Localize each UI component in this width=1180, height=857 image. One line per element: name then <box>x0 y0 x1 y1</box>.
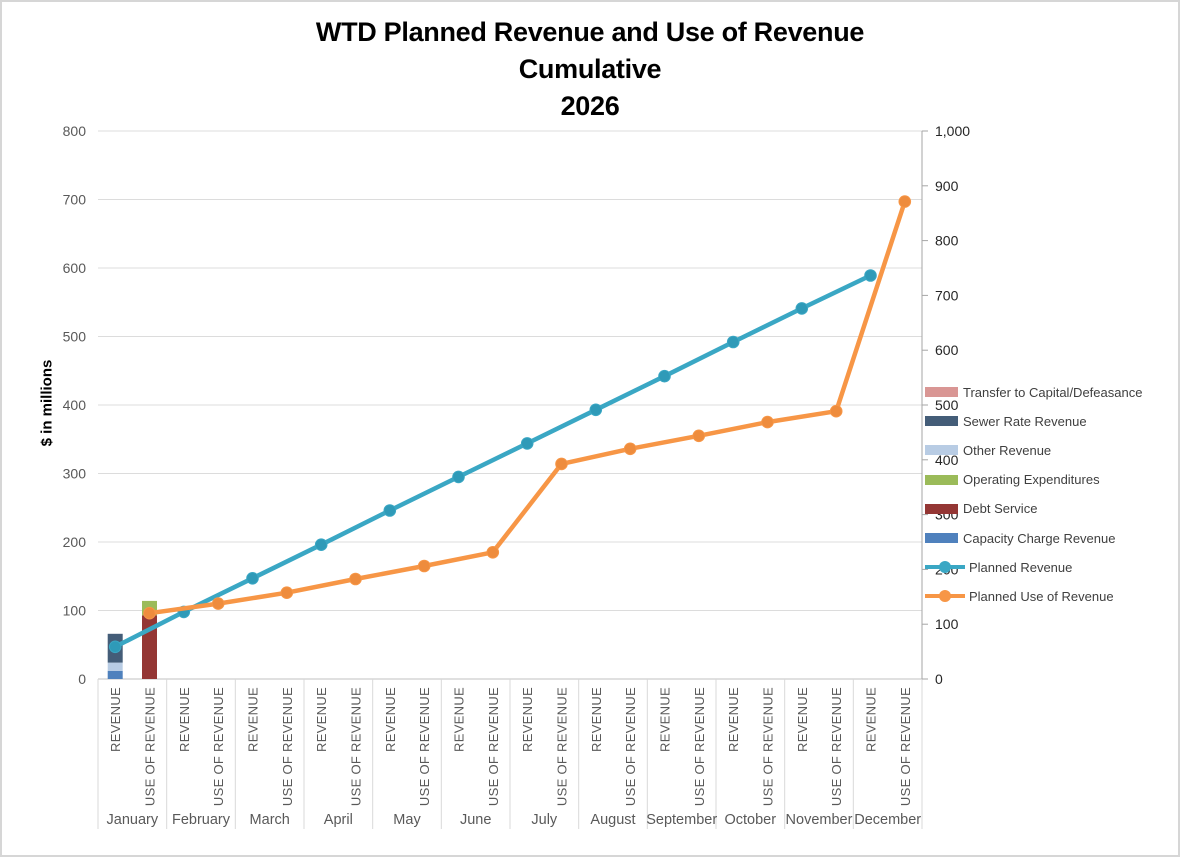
planned-use-of-revenue-marker <box>692 429 706 443</box>
right-axis-label: 700 <box>935 287 959 303</box>
planned-use-of-revenue-marker <box>280 586 294 600</box>
bar-segment-capacity-charge-revenue <box>107 670 123 679</box>
category-label: USE OF REVENUE <box>280 687 295 806</box>
category-label: REVENUE <box>246 687 261 752</box>
planned-revenue-marker <box>589 403 603 417</box>
category-label: USE OF REVENUE <box>898 687 913 806</box>
chart-subtitle: Cumulative <box>518 54 662 84</box>
category-label: REVENUE <box>314 687 329 752</box>
right-axis-label: 0 <box>935 671 943 687</box>
planned-use-of-revenue-marker <box>211 597 225 610</box>
month-label: September <box>646 812 717 828</box>
category-label: REVENUE <box>589 687 604 752</box>
planned-use-of-revenue-marker <box>143 606 156 620</box>
category-label: REVENUE <box>452 687 467 752</box>
month-label: November <box>786 812 853 828</box>
planned-revenue-line <box>112 273 873 650</box>
chart-title: WTD Planned Revenue and Use of Revenue <box>315 17 865 47</box>
month-label: April <box>324 812 353 828</box>
month-label: October <box>725 812 777 828</box>
planned-revenue-marker <box>452 470 465 484</box>
planned-use-of-revenue-marker <box>349 572 362 586</box>
planned-revenue-marker <box>314 538 328 552</box>
category-label: USE OF REVENUE <box>829 687 844 806</box>
category-label: USE OF REVENUE <box>623 687 638 806</box>
category-label: USE OF REVENUE <box>349 687 364 806</box>
planned-revenue-marker <box>383 504 397 517</box>
month-label: June <box>460 812 491 828</box>
left-axis-label: 700 <box>63 192 87 208</box>
planned-revenue-marker <box>864 269 877 282</box>
planned-revenue-marker <box>726 335 740 349</box>
month-label: December <box>854 812 921 828</box>
category-label: REVENUE <box>658 687 673 752</box>
category-label: USE OF REVENUE <box>417 687 432 806</box>
left-axis-label: 400 <box>63 397 87 413</box>
month-label: March <box>250 812 290 828</box>
right-axis-label: 500 <box>935 397 959 413</box>
chart-year: 2026 <box>560 91 620 121</box>
right-axis-label: 1,000 <box>935 123 970 139</box>
category-label: REVENUE <box>726 687 741 752</box>
right-axis-label: 600 <box>935 342 959 358</box>
right-axis-label: 800 <box>935 233 959 249</box>
right-axis-label: 300 <box>935 507 959 523</box>
left-axis-label: 0 <box>78 671 86 687</box>
right-axis-label: 900 <box>935 178 959 194</box>
category-label: USE OF REVENUE <box>761 687 776 806</box>
left-axis-label: 600 <box>63 260 87 276</box>
month-label: February <box>172 812 231 828</box>
right-axis-label: 100 <box>935 616 959 632</box>
category-label: USE OF REVENUE <box>143 687 158 806</box>
planned-revenue-marker <box>658 369 671 383</box>
category-label: REVENUE <box>520 687 535 752</box>
planned-use-of-revenue-marker <box>486 546 500 559</box>
planned-use-of-revenue-marker <box>555 457 568 471</box>
planned-revenue-marker <box>108 640 122 654</box>
month-label: May <box>393 812 421 828</box>
month-label: August <box>590 812 635 828</box>
category-label: REVENUE <box>108 687 123 752</box>
category-label: USE OF REVENUE <box>555 687 570 806</box>
category-label: REVENUE <box>177 687 192 752</box>
planned-revenue-marker <box>246 572 259 585</box>
category-label: REVENUE <box>383 687 398 752</box>
category-label: USE OF REVENUE <box>486 687 501 806</box>
month-label: January <box>107 812 159 828</box>
left-axis-label: 200 <box>63 534 87 550</box>
right-axis-label: 400 <box>935 452 959 468</box>
planned-use-of-revenue-line <box>147 199 908 616</box>
planned-revenue-marker <box>520 437 534 450</box>
left-axis-label: 100 <box>63 603 87 619</box>
planned-use-of-revenue-marker <box>623 442 637 456</box>
right-axis-label: 200 <box>935 561 959 577</box>
planned-use-of-revenue-marker <box>761 415 774 429</box>
left-axis-label: 800 <box>63 123 87 139</box>
planned-use-of-revenue-marker <box>898 195 912 208</box>
left-axis-label: 500 <box>63 329 87 345</box>
planned-use-of-revenue-marker <box>829 404 843 418</box>
bar-segment-other-revenue <box>107 662 123 671</box>
category-label: USE OF REVENUE <box>692 687 707 806</box>
planned-use-of-revenue-marker <box>417 559 431 573</box>
category-label: REVENUE <box>795 687 810 752</box>
category-label: REVENUE <box>864 687 879 752</box>
month-label: July <box>531 812 558 828</box>
category-label: USE OF REVENUE <box>211 687 226 806</box>
left-axis-label: 300 <box>63 466 87 482</box>
chart-title-block: WTD Planned Revenue and Use of Revenue C… <box>2 14 1178 125</box>
planned-revenue-marker <box>795 302 809 315</box>
